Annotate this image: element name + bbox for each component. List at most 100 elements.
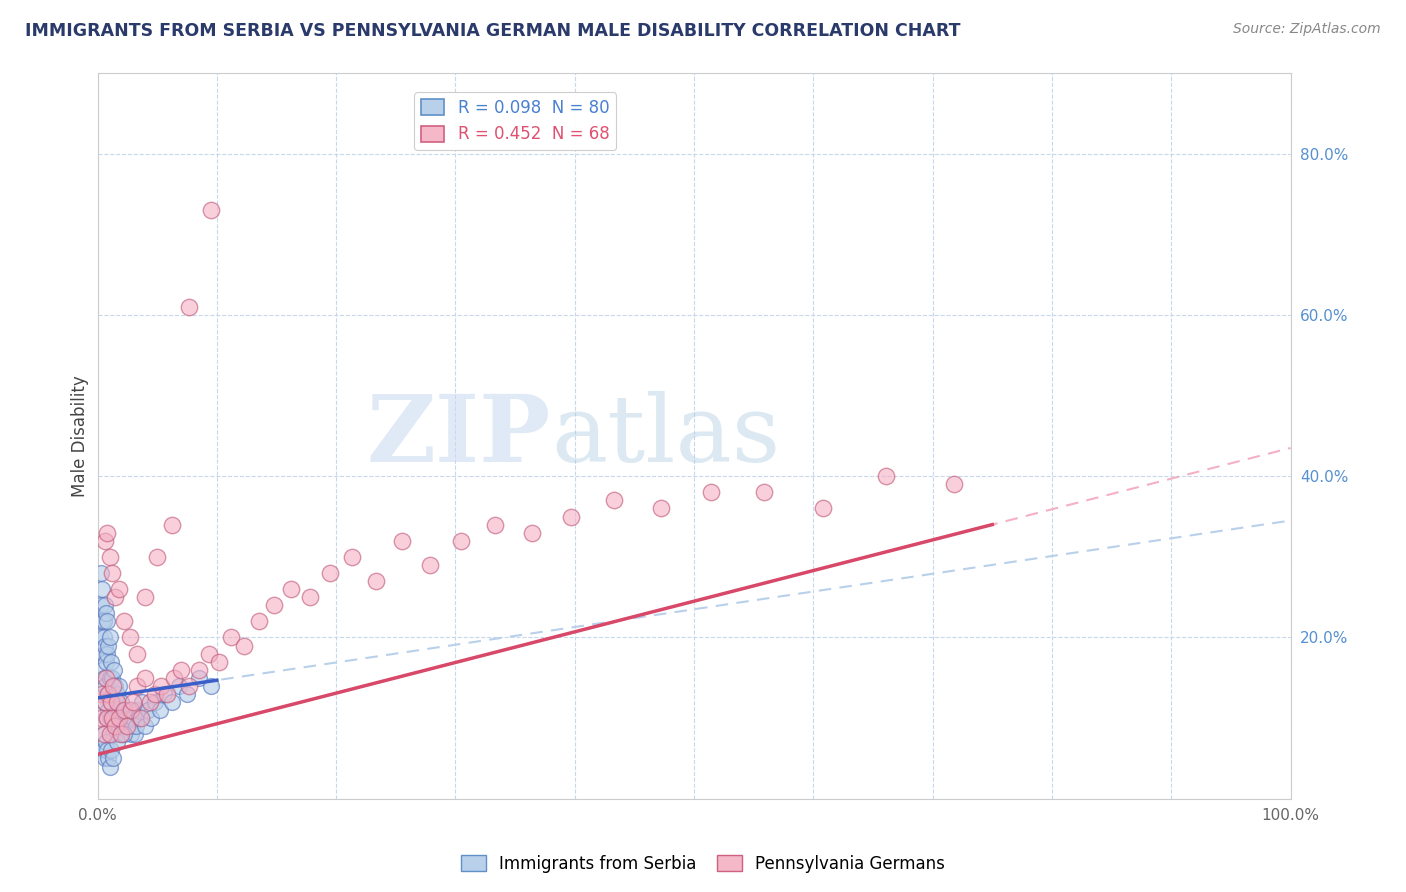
Point: [125, 703, 148, 717]
Point: [93, 639, 115, 653]
Point: [110, 727, 132, 741]
Point: [112, 615, 135, 629]
Point: [104, 719, 127, 733]
Point: [98, 671, 121, 685]
Point: [89, 631, 111, 645]
Point: [125, 679, 148, 693]
Point: [875, 469, 897, 483]
Point: [93, 727, 115, 741]
Point: [603, 493, 626, 508]
Point: [93, 533, 115, 548]
Point: [97, 703, 120, 717]
Point: [101, 711, 124, 725]
Text: Source: ZipAtlas.com: Source: ZipAtlas.com: [1233, 22, 1381, 37]
Point: [90, 598, 112, 612]
Point: [136, 703, 159, 717]
Point: [160, 695, 183, 709]
Point: [96, 711, 118, 725]
Point: [117, 703, 139, 717]
Point: [105, 735, 128, 749]
Point: [128, 711, 150, 725]
Point: [105, 727, 128, 741]
Point: [419, 558, 441, 572]
Point: [105, 695, 128, 709]
Point: [179, 679, 201, 693]
Point: [100, 695, 122, 709]
Point: [219, 631, 242, 645]
Point: [104, 679, 127, 693]
Point: [101, 687, 124, 701]
Point: [93, 743, 115, 757]
Point: [101, 751, 124, 765]
Point: [108, 711, 131, 725]
Point: [96, 647, 118, 661]
Point: [93, 598, 115, 612]
Point: [247, 615, 270, 629]
Point: [319, 566, 342, 580]
Point: [160, 517, 183, 532]
Point: [122, 711, 145, 725]
Point: [94, 671, 117, 685]
Point: [98, 759, 121, 773]
Point: [754, 485, 776, 500]
Point: [280, 582, 302, 596]
Point: [98, 711, 121, 725]
Point: [112, 727, 135, 741]
Point: [108, 679, 131, 693]
Point: [391, 533, 413, 548]
Point: [112, 719, 135, 733]
Point: [110, 727, 132, 741]
Point: [103, 663, 125, 677]
Point: [120, 703, 142, 717]
Point: [100, 655, 122, 669]
Point: [364, 574, 387, 588]
Point: [91, 687, 114, 701]
Point: [94, 607, 117, 621]
Point: [943, 477, 966, 491]
Text: ZIP: ZIP: [367, 391, 551, 481]
Point: [101, 679, 124, 693]
Point: [450, 533, 472, 548]
Point: [153, 687, 176, 701]
Point: [93, 615, 115, 629]
Point: [118, 711, 141, 725]
Point: [149, 679, 172, 693]
Point: [811, 501, 834, 516]
Point: [208, 655, 231, 669]
Point: [141, 711, 163, 725]
Point: [107, 703, 129, 717]
Point: [104, 719, 127, 733]
Point: [104, 590, 127, 604]
Point: [124, 727, 146, 741]
Point: [101, 727, 124, 741]
Point: [93, 671, 115, 685]
Point: [93, 695, 115, 709]
Point: [298, 590, 321, 604]
Point: [91, 663, 114, 677]
Point: [108, 719, 131, 733]
Point: [167, 679, 190, 693]
Point: [134, 671, 156, 685]
Point: [125, 647, 148, 661]
Point: [143, 687, 166, 701]
Point: [96, 687, 118, 701]
Point: [100, 695, 122, 709]
Point: [93, 727, 115, 741]
Point: [101, 711, 124, 725]
Point: [96, 525, 118, 540]
Point: [176, 687, 198, 701]
Point: [121, 719, 143, 733]
Point: [197, 647, 219, 661]
Legend: Immigrants from Serbia, Pennsylvania Germans: Immigrants from Serbia, Pennsylvania Ger…: [454, 848, 952, 880]
Point: [263, 598, 285, 612]
Point: [200, 203, 222, 218]
Point: [484, 517, 506, 532]
Point: [114, 703, 136, 717]
Point: [188, 671, 211, 685]
Point: [122, 695, 145, 709]
Point: [163, 671, 186, 685]
Point: [131, 695, 153, 709]
Point: [560, 509, 582, 524]
Point: [101, 671, 124, 685]
Point: [146, 549, 169, 564]
